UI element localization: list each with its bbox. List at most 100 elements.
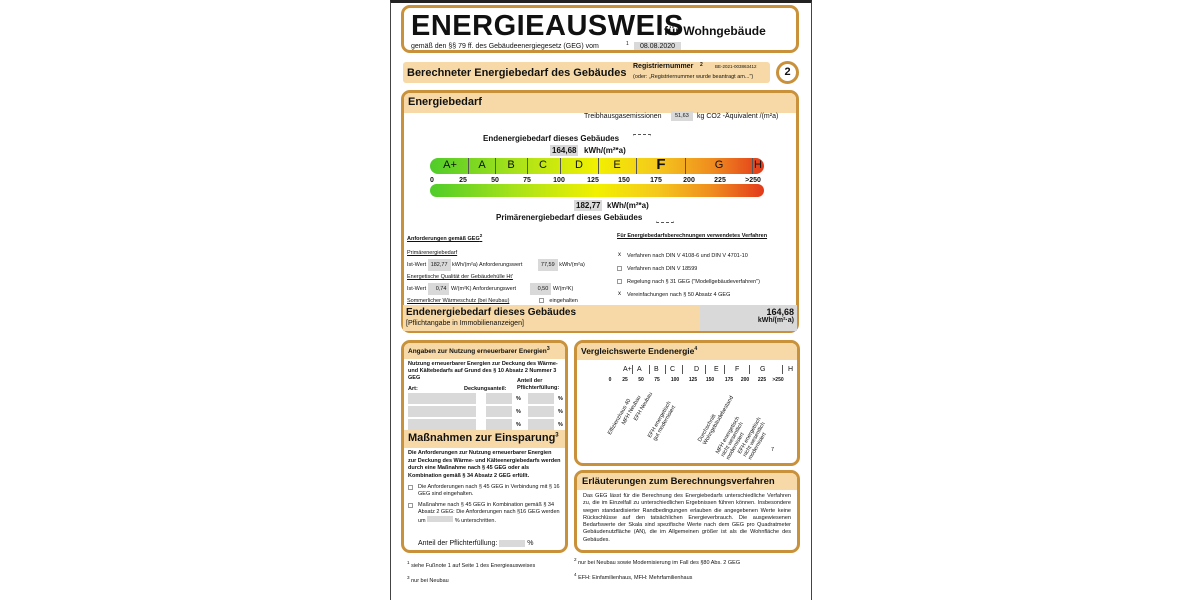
scale-tick: >250 bbox=[745, 177, 761, 184]
fulfilment-field[interactable] bbox=[499, 539, 526, 547]
compare-class: C bbox=[670, 366, 676, 373]
energy-class-c: C bbox=[539, 159, 547, 171]
footnote-number: 4 bbox=[574, 571, 577, 577]
method-checkbox[interactable] bbox=[617, 265, 622, 271]
primary-required-value: 77,59 bbox=[537, 258, 558, 271]
footnote-mark: 3 bbox=[546, 346, 550, 352]
energy-class-b: B bbox=[507, 159, 515, 171]
footnote-mark: 2 bbox=[700, 62, 703, 68]
reg-number: BE-2021-003863412 bbox=[715, 64, 757, 69]
option2-checkbox[interactable] bbox=[408, 503, 413, 508]
footnote-1: siehe Fußnote 1 auf Seite 1 des Energiea… bbox=[411, 562, 536, 569]
compare-class: G bbox=[760, 366, 766, 373]
requirements-title: Anforderungen gemäß GEG bbox=[407, 235, 480, 242]
renewable-type-field[interactable] bbox=[408, 419, 476, 430]
energy-demand-heading: Energiebedarf bbox=[404, 93, 796, 113]
footnotes-right: 2 nur bei Neubau sowie Modernisierung im… bbox=[574, 554, 740, 584]
energy-class-e: E bbox=[613, 159, 621, 171]
class-divider bbox=[749, 365, 750, 374]
compare-tick: 150 bbox=[705, 377, 715, 383]
footnote-mark: 4 bbox=[694, 346, 698, 353]
summary-unit: kWh/(m²·a) bbox=[757, 317, 794, 324]
method-label: Vereinfachungen nach § 50 Absatz 4 GEG bbox=[627, 291, 731, 298]
undercut-field[interactable] bbox=[427, 516, 454, 522]
fulfilment-row: Anteil der Pflichterfüllung: % bbox=[418, 539, 534, 548]
scale-tick: 100 bbox=[553, 177, 565, 184]
renewables-box: Angaben zur Nutzung erneuerbarer Energie… bbox=[401, 340, 568, 553]
ghg-unit: kg CO2 -Äquivalent /(m²a) bbox=[697, 113, 779, 120]
fulfilment-field[interactable] bbox=[528, 393, 554, 404]
energy-class-a: A bbox=[478, 159, 486, 171]
unit: kWh/(m²a) bbox=[559, 261, 585, 268]
explanation-text: Das GEG lässt für die Berechnung des Ene… bbox=[583, 493, 791, 543]
envelope-req-label: Energetische Qualität der Gebäudehülle H… bbox=[407, 273, 513, 280]
method-item: Verfahren nach DIN V 18599 bbox=[617, 263, 797, 276]
fulfilment-field[interactable] bbox=[528, 419, 554, 430]
method-checkbox[interactable] bbox=[617, 278, 622, 284]
footnote-number: 2 bbox=[574, 557, 577, 562]
footnote-number: 1 bbox=[407, 560, 410, 565]
summer-checkbox[interactable] bbox=[539, 297, 545, 303]
pct: % bbox=[516, 409, 521, 415]
actual-label: Ist-Wert bbox=[407, 261, 427, 268]
class-divider bbox=[598, 158, 599, 174]
measures-text: Die Anforderungen zur Nutzung erneuerbar… bbox=[408, 450, 561, 479]
method-label: Regelung nach § 31 GEG ("Modellgebäudeve… bbox=[627, 278, 760, 285]
option2-label: Maßnahme nach § 45 GEG in Kombination ge… bbox=[418, 502, 560, 524]
required-label: Anforderungswert bbox=[478, 261, 523, 268]
title-box: ENERGIEAUSWEIS für Wohngebäude gemäß den… bbox=[401, 5, 799, 53]
primary-energy-value: 182,77 bbox=[574, 200, 603, 211]
share-field[interactable] bbox=[486, 393, 512, 404]
page-number-badge: 2 bbox=[776, 61, 799, 84]
method-label: Verfahren nach DIN V 4108-6 und DIN V 47… bbox=[627, 252, 748, 259]
compare-class: A+ bbox=[623, 366, 632, 373]
method-checkbox[interactable]: x bbox=[618, 251, 621, 258]
summary-title: Endenergiebedarf dieses Gebäudes bbox=[406, 307, 577, 318]
energy-class-h: H bbox=[754, 159, 762, 171]
method-checkbox[interactable]: x bbox=[618, 290, 621, 297]
method-item: x Verfahren nach DIN V 4108-6 und DIN V 4… bbox=[617, 250, 797, 263]
compare-tick: 25 bbox=[622, 377, 628, 383]
footnote-mark: 1 bbox=[626, 41, 629, 47]
summary-note: [Pflichtangabe in Immobilienanzeigen] bbox=[406, 320, 524, 327]
share-field[interactable] bbox=[486, 406, 512, 417]
compare-class: F bbox=[735, 366, 740, 373]
final-energy-summary: Endenergiebedarf dieses Gebäudes [Pflich… bbox=[403, 305, 797, 331]
scale-tick: 200 bbox=[683, 177, 695, 184]
compare-class: A bbox=[637, 366, 642, 373]
final-energy-unit: kWh/(m²*a) bbox=[584, 146, 626, 155]
share-field[interactable] bbox=[486, 419, 512, 430]
compare-tick: 0 bbox=[608, 377, 612, 383]
renewables-text: Nutzung erneuerbarer Energien zur Deckun… bbox=[408, 361, 558, 381]
renewables-title: Angaben zur Nutzung erneuerbarer Energie… bbox=[408, 348, 547, 356]
renewable-type-field[interactable] bbox=[408, 393, 476, 404]
final-energy-value: 164,68 bbox=[550, 145, 579, 156]
primary-actual-value: 182,77 bbox=[427, 258, 451, 271]
scale-tick: 150 bbox=[618, 177, 630, 184]
pct: % bbox=[516, 396, 521, 402]
ghg-label: Treibhausgasemissionen bbox=[584, 113, 662, 120]
methods-block: Für Energiebedarfsberechnungen verwendet… bbox=[617, 230, 797, 302]
fulfilment-field[interactable] bbox=[528, 406, 554, 417]
primary-energy-label: Primärenergiebedarf dieses Gebäudes bbox=[496, 213, 643, 222]
method-label: Verfahren nach DIN V 18599 bbox=[627, 265, 698, 272]
envelope-required-value: 0,50 bbox=[529, 282, 552, 295]
compare-tick: 75 bbox=[654, 377, 660, 383]
option1-checkbox[interactable] bbox=[408, 485, 413, 490]
compare-tick: 100 bbox=[670, 377, 680, 383]
unit: W/(m²K) bbox=[552, 285, 574, 292]
class-divider bbox=[495, 158, 496, 174]
compare-class: D bbox=[694, 366, 700, 373]
compare-tick: 50 bbox=[638, 377, 644, 383]
final-energy-label: Endenergiebedarf dieses Gebäudes bbox=[483, 134, 620, 143]
unit: kWh/(m²a) bbox=[452, 261, 478, 268]
col-type: Art: bbox=[408, 386, 418, 392]
renewable-type-field[interactable] bbox=[408, 406, 476, 417]
scale-tick: 50 bbox=[491, 177, 499, 184]
footnote-number: 3 bbox=[407, 574, 410, 580]
document-page bbox=[390, 0, 812, 600]
pct: % bbox=[558, 396, 563, 402]
energy-class-f: F bbox=[656, 156, 666, 173]
class-divider bbox=[649, 365, 650, 374]
summer-protection-label: Sommerlicher Wärmeschutz (bei Neubau) bbox=[407, 297, 510, 304]
